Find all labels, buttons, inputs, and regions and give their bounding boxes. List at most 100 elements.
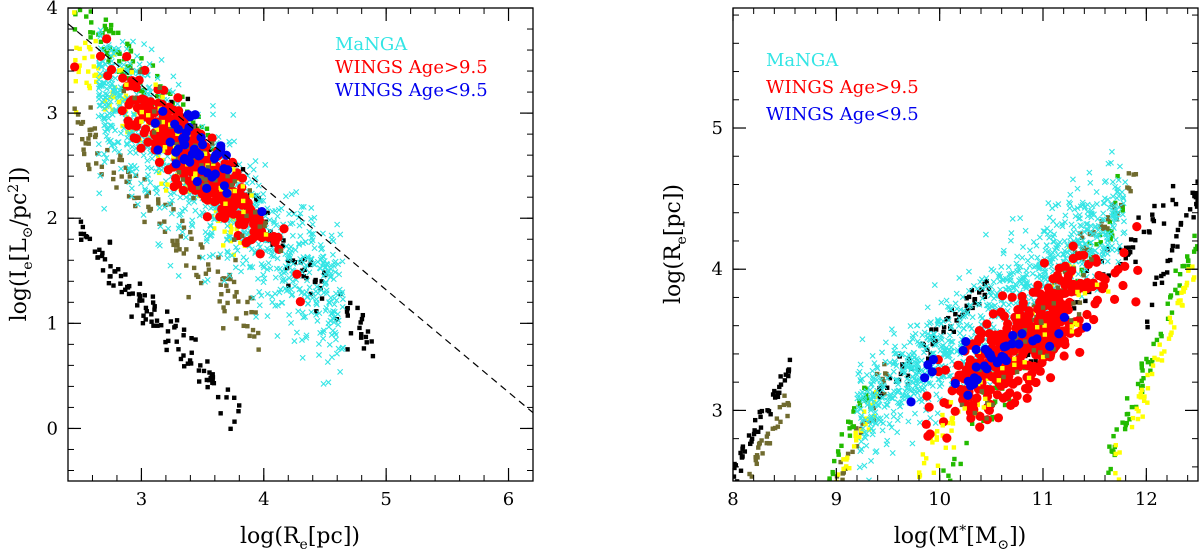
left-model-square [86,83,92,89]
left-model-square [105,147,110,153]
right-model-square [1159,358,1165,363]
left-manga-point [156,204,163,211]
left-manga-point [100,79,107,86]
left-model-square [191,195,196,201]
left-manga-point [133,165,140,172]
left-wings-old-point [173,93,183,103]
right-manga-point [1099,216,1106,223]
left-model-square [137,281,143,286]
right-model-square [985,376,990,381]
left-model-square [229,183,235,188]
left-model-square [139,109,144,115]
left-model-square [150,294,156,299]
left-manga-point [202,203,209,210]
right-model-square [1174,234,1179,239]
right-wings-young-point [966,381,976,391]
left-wings-old-point [131,134,141,144]
left-manga-point [291,283,298,290]
right-x-tick-label: 12 [1135,489,1158,510]
right-model-square [920,452,926,457]
left-wings-old-point [141,124,151,134]
right-model-square [1136,408,1141,414]
left-model-square [92,249,98,254]
right-model-square [1149,371,1155,377]
left-manga-point [313,296,320,303]
left-manga-point [316,310,323,317]
right-plot-frame [732,7,1199,482]
right-wings-old-point [1068,241,1078,251]
right-model-square [1177,283,1182,288]
left-manga-point [279,277,286,284]
left-manga-point [158,166,165,173]
right-manga-point [1100,210,1107,217]
left-manga-point [120,61,127,68]
left-manga-point [326,300,333,307]
left-model-square [111,176,116,182]
left-model-square [145,134,151,140]
right-manga-point [869,352,876,359]
right-manga-point [890,408,897,415]
left-model-square [278,248,284,254]
left-legend-wings-young: WINGS Age<9.5 [335,80,488,101]
left-wings-young-point [158,106,168,116]
right-manga-point [961,325,968,332]
right-manga-point [1046,214,1053,221]
right-model-square [781,402,787,408]
right-model-square [783,372,789,377]
left-model-square [225,288,231,294]
right-manga-point [956,274,963,281]
right-model-square [1161,221,1167,226]
left-manga-point [95,113,102,120]
left-model-square [191,265,197,271]
right-manga-point [934,316,941,323]
right-manga-point [1049,249,1056,256]
left-model-square [125,64,130,69]
right-wings-young-point [971,344,981,355]
left-manga-point [290,260,297,267]
right-model-square [1136,215,1141,220]
right-manga-point [1092,223,1099,230]
right-model-square [917,473,923,478]
right-model-square [836,452,841,457]
left-manga-point [106,138,113,145]
left-manga-point [224,255,231,262]
right-model-square [934,429,940,434]
right-manga-point [1043,242,1050,249]
left-manga-point [168,210,175,217]
right-wings-old-point [1060,339,1070,350]
left-model-square [191,120,196,125]
right-manga-point [1097,242,1104,249]
right-manga-point [860,425,867,432]
right-manga-point [1090,211,1097,218]
right-manga-point [942,347,949,354]
right-manga-point [988,266,995,273]
right-model-square [1051,301,1056,306]
left-model-square [206,267,212,272]
right-manga-point [982,231,989,238]
right-manga-point [1030,239,1037,245]
right-manga-point [1069,176,1076,183]
left-model-square [245,324,250,329]
left-manga-point [103,85,110,92]
right-manga-point [888,326,895,333]
right-manga-point [863,430,870,437]
right-manga-point [1074,205,1081,212]
left-manga-point [326,299,333,306]
left-manga-point [136,61,143,68]
left-model-square [262,223,267,229]
right-model-square [1113,451,1118,457]
left-model-square [81,151,87,157]
right-model-square [775,424,781,429]
right-manga-point [943,297,950,304]
left-model-square [233,257,238,263]
right-manga-point [1120,230,1127,237]
right-model-square [1069,318,1074,323]
left-manga-point [126,179,133,186]
right-model-square [748,441,753,447]
left-model-square [177,247,182,252]
left-manga-point [305,254,312,261]
left-wings-young-point [185,111,195,122]
left-manga-point [96,190,103,197]
left-model-square [247,188,253,193]
left-model-square [168,91,173,97]
